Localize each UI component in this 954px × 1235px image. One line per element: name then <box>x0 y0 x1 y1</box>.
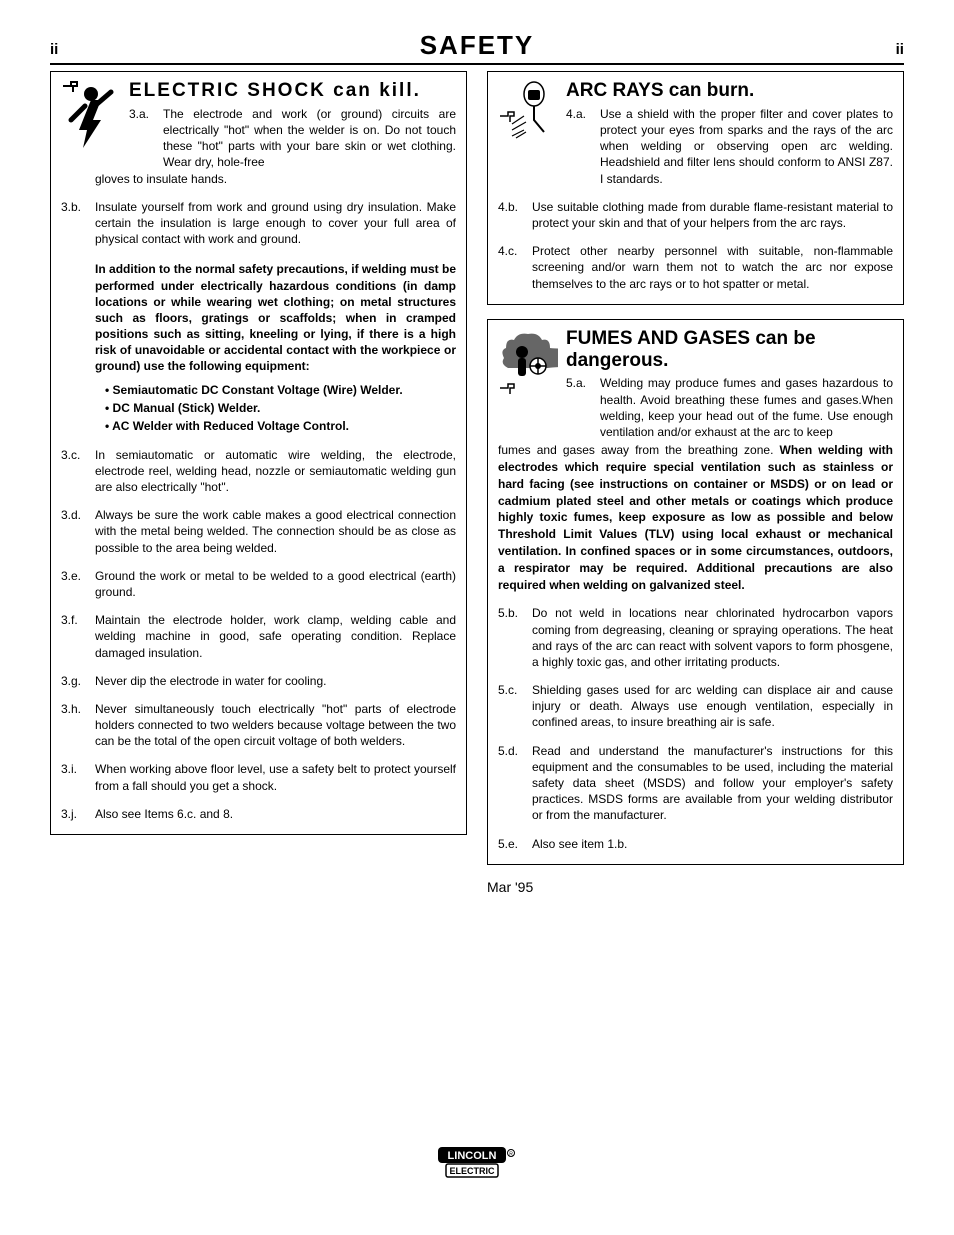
item-number: 5.c. <box>498 682 524 731</box>
bullet-item: • Semiautomatic DC Constant Voltage (Wir… <box>105 381 456 399</box>
item-text: The electrode and work (or ground) circu… <box>163 106 456 171</box>
arc-rays-section: ARC RAYS can burn. 4.a. Use a shield wit… <box>487 71 904 305</box>
equipment-bullets: • Semiautomatic DC Constant Voltage (Wir… <box>61 381 456 435</box>
bullet-item: • AC Welder with Reduced Voltage Control… <box>105 417 456 435</box>
item-text-tail: gloves to insulate hands. <box>95 171 456 187</box>
fumes-cont-plain: fumes and gases away from the breathing … <box>498 443 780 457</box>
svg-text:R: R <box>509 1151 513 1157</box>
item-text: Do not weld in locations near chlorinate… <box>532 605 893 670</box>
item-text: Insulate yourself from work and ground u… <box>95 199 456 248</box>
fumes-cont-bold: When welding with electrodes which requi… <box>498 443 893 591</box>
page-header: ii SAFETY ii <box>50 30 904 65</box>
item-number: 3.j. <box>61 806 87 822</box>
item-number: 3.h. <box>61 701 87 750</box>
item-number: 3.i. <box>61 761 87 793</box>
fumes-title: FUMES AND GASES can be dangerous. <box>566 328 893 372</box>
item-number: 3.e. <box>61 568 87 600</box>
item-text: Read and understand the manufacturer's i… <box>532 743 893 824</box>
item-text: Maintain the electrode holder, work clam… <box>95 612 456 661</box>
item-text: Always be sure the work cable makes a go… <box>95 507 456 556</box>
arc-rays-icon <box>498 80 558 187</box>
page-number-left: ii <box>50 41 58 58</box>
footer-logo: LINCOLN R ELECTRIC <box>50 1145 904 1184</box>
item-number: 4.c. <box>498 243 524 292</box>
item-number: 5.a. <box>566 375 592 440</box>
electric-shock-icon <box>61 80 121 171</box>
fumes-continuation: fumes and gases away from the breathing … <box>498 442 893 593</box>
left-column: ELECTRIC SHOCK can kill. 3.a. The electr… <box>50 71 467 895</box>
lincoln-electric-logo-icon: LINCOLN R ELECTRIC <box>436 1145 518 1179</box>
bold-paragraph: In addition to the normal safety precaut… <box>95 261 456 374</box>
item-number: 4.b. <box>498 199 524 231</box>
fumes-icon <box>498 328 558 440</box>
electric-shock-section: ELECTRIC SHOCK can kill. 3.a. The electr… <box>50 71 467 835</box>
fumes-gases-section: FUMES AND GASES can be dangerous. 5.a. W… <box>487 319 904 865</box>
item-text: Protect other nearby personnel with suit… <box>532 243 893 292</box>
item-number: 3.d. <box>61 507 87 556</box>
logo-brand: LINCOLN <box>448 1150 497 1162</box>
item-text: Use a shield with the proper filter and … <box>600 106 893 187</box>
item-number: 5.b. <box>498 605 524 670</box>
item-number: 3.b. <box>61 199 87 248</box>
item-text: Never dip the electrode in water for coo… <box>95 673 456 689</box>
item-number: 5.d. <box>498 743 524 824</box>
item-number: 3.f. <box>61 612 87 661</box>
item-text: Also see item 1.b. <box>532 836 893 852</box>
item-text: Use suitable clothing made from durable … <box>532 199 893 231</box>
item-number: 3.a. <box>129 106 155 171</box>
item-text: When working above floor level, use a sa… <box>95 761 456 793</box>
item-text: Shielding gases used for arc welding can… <box>532 682 893 731</box>
item-number: 5.e. <box>498 836 524 852</box>
item-text: Also see Items 6.c. and 8. <box>95 806 456 822</box>
page-title: SAFETY <box>420 30 535 61</box>
item-number: 4.a. <box>566 106 592 187</box>
item-number: 3.g. <box>61 673 87 689</box>
item-number: 3.c. <box>61 447 87 496</box>
bullet-item: • DC Manual (Stick) Welder. <box>105 399 456 417</box>
item-text: Never simultaneously touch electrically … <box>95 701 456 750</box>
arc-rays-title: ARC RAYS can burn. <box>566 80 893 102</box>
date-label: Mar '95 <box>487 879 904 895</box>
electric-shock-title: ELECTRIC SHOCK can kill. <box>129 80 456 102</box>
page-number-right: ii <box>896 41 904 58</box>
item-text: Welding may produce fumes and gases haza… <box>600 375 893 440</box>
content-columns: ELECTRIC SHOCK can kill. 3.a. The electr… <box>50 71 904 895</box>
logo-sub: ELECTRIC <box>450 1166 496 1176</box>
item-text: In semiautomatic or automatic wire weldi… <box>95 447 456 496</box>
right-column: ARC RAYS can burn. 4.a. Use a shield wit… <box>487 71 904 895</box>
item-text: Ground the work or metal to be welded to… <box>95 568 456 600</box>
